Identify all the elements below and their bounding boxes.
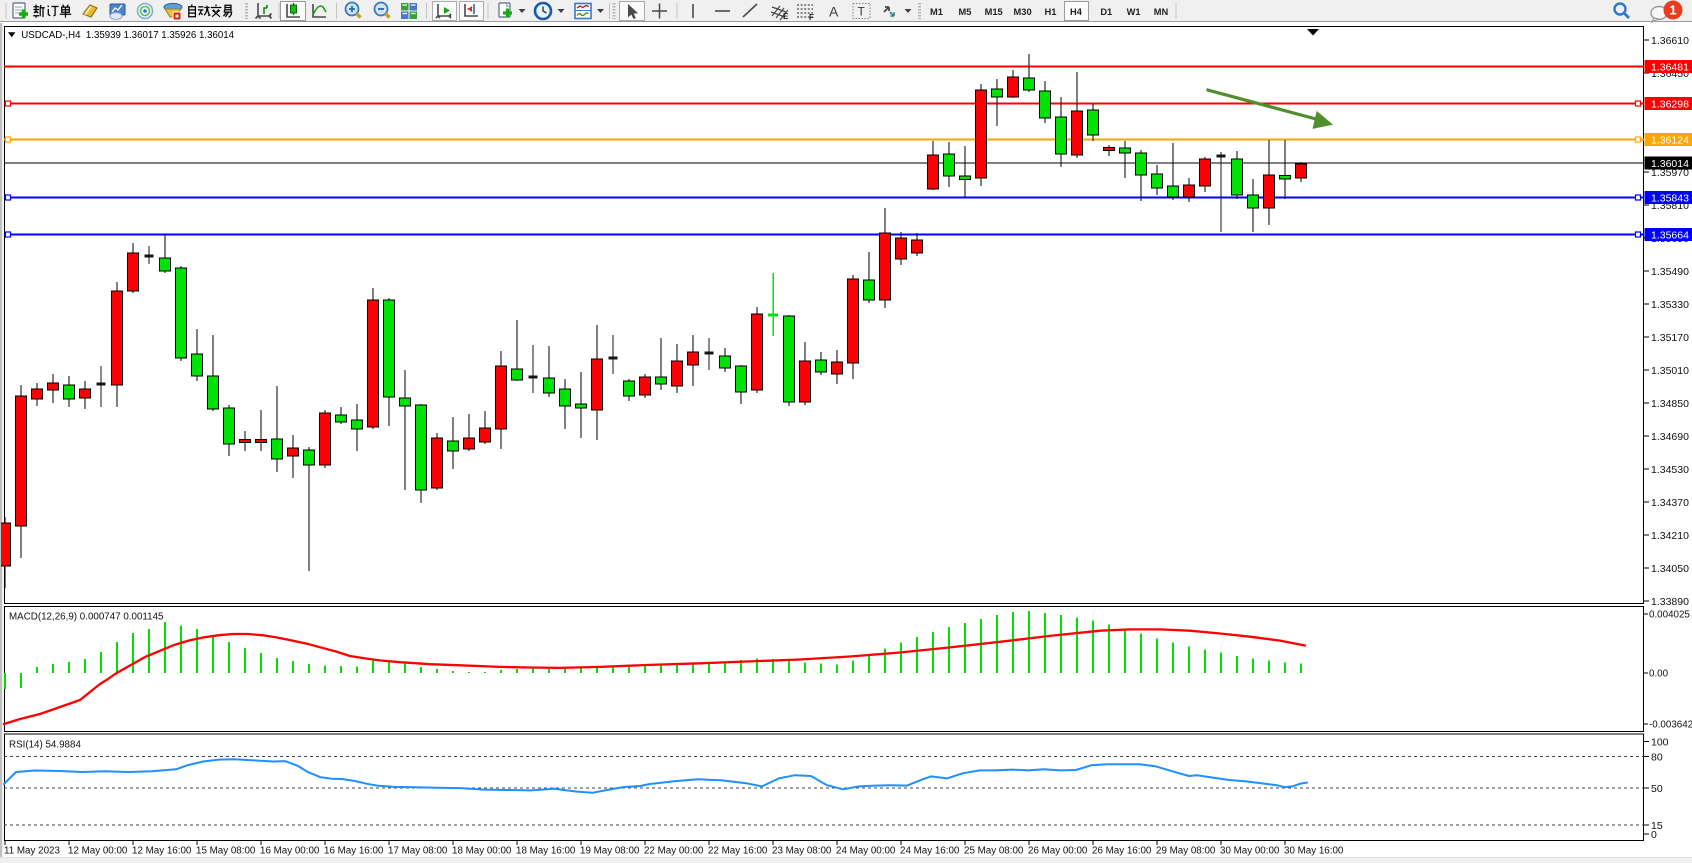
svg-text:1.35170: 1.35170 — [1651, 332, 1689, 344]
svg-text:1.36124: 1.36124 — [1651, 135, 1689, 147]
svg-text:0.00: 0.00 — [1649, 669, 1669, 680]
svg-text:1.35010: 1.35010 — [1651, 365, 1689, 377]
svg-text:1.34370: 1.34370 — [1651, 497, 1689, 509]
svg-text:1.35970: 1.35970 — [1651, 167, 1689, 179]
svg-text:1.34690: 1.34690 — [1651, 431, 1689, 443]
svg-text:1.36481: 1.36481 — [1651, 62, 1689, 74]
svg-text:1.35330: 1.35330 — [1651, 299, 1689, 311]
svg-text:1.34210: 1.34210 — [1651, 530, 1689, 542]
svg-text:12 May 16:00: 12 May 16:00 — [132, 846, 192, 857]
svg-text:1.34050: 1.34050 — [1651, 563, 1689, 575]
svg-text:100: 100 — [1651, 737, 1669, 749]
svg-text:1: 1 — [1669, 3, 1676, 18]
svg-text:RSI(14) 54.9884: RSI(14) 54.9884 — [9, 740, 81, 751]
svg-text:1.34530: 1.34530 — [1651, 464, 1689, 476]
svg-text:16 May 16:00: 16 May 16:00 — [324, 846, 384, 857]
svg-text:17 May 08:00: 17 May 08:00 — [388, 846, 448, 857]
svg-text:25 May 08:00: 25 May 08:00 — [964, 846, 1024, 857]
svg-text:H4: H4 — [1070, 7, 1083, 17]
svg-text:W1: W1 — [1127, 7, 1141, 17]
svg-text:15 May 08:00: 15 May 08:00 — [196, 846, 256, 857]
svg-text:1.33890: 1.33890 — [1651, 596, 1689, 608]
svg-text:16 May 00:00: 16 May 00:00 — [260, 846, 320, 857]
svg-text:MACD(12,26,9) 0.000747 0.00114: MACD(12,26,9) 0.000747 0.001145 — [9, 612, 164, 623]
svg-text:T: T — [858, 5, 866, 19]
svg-text:22 May 00:00: 22 May 00:00 — [644, 846, 704, 857]
svg-text:1.36610: 1.36610 — [1651, 35, 1689, 47]
svg-text:30 May 00:00: 30 May 00:00 — [1220, 846, 1280, 857]
svg-text:18 May 00:00: 18 May 00:00 — [452, 846, 512, 857]
svg-text:15: 15 — [1651, 820, 1663, 832]
svg-text:29 May 08:00: 29 May 08:00 — [1156, 846, 1216, 857]
svg-text:M5: M5 — [959, 7, 972, 17]
svg-text:18 May 16:00: 18 May 16:00 — [516, 846, 576, 857]
svg-text:0.004025: 0.004025 — [1649, 610, 1690, 621]
svg-text:1.35490: 1.35490 — [1651, 266, 1689, 278]
svg-text:22 May 16:00: 22 May 16:00 — [708, 846, 768, 857]
svg-text:80: 80 — [1651, 752, 1663, 764]
svg-text:D1: D1 — [1100, 7, 1112, 17]
svg-text:23 May 08:00: 23 May 08:00 — [772, 846, 832, 857]
svg-text:1.36014: 1.36014 — [1651, 158, 1689, 170]
svg-text:50: 50 — [1651, 783, 1663, 795]
svg-text:12 May 00:00: 12 May 00:00 — [68, 846, 128, 857]
svg-text:M30: M30 — [1014, 7, 1032, 17]
svg-text:26 May 16:00: 26 May 16:00 — [1092, 846, 1152, 857]
svg-text:30 May 16:00: 30 May 16:00 — [1284, 846, 1344, 857]
svg-text:1.35843: 1.35843 — [1651, 193, 1689, 205]
svg-text:19 May 08:00: 19 May 08:00 — [580, 846, 640, 857]
svg-text:26 May 00:00: 26 May 00:00 — [1028, 846, 1088, 857]
svg-text:24 May 00:00: 24 May 00:00 — [836, 846, 896, 857]
svg-text:-0.003642: -0.003642 — [1649, 720, 1692, 731]
svg-text:F: F — [809, 13, 814, 22]
svg-text:24 May 16:00: 24 May 16:00 — [900, 846, 960, 857]
svg-text:11 May 2023: 11 May 2023 — [4, 846, 60, 857]
svg-text:1.36298: 1.36298 — [1651, 99, 1689, 111]
svg-text:A: A — [829, 4, 839, 20]
svg-text:1.34850: 1.34850 — [1651, 398, 1689, 410]
svg-text:M15: M15 — [985, 7, 1003, 17]
svg-text:H1: H1 — [1045, 7, 1057, 17]
svg-text:MN: MN — [1154, 7, 1169, 17]
svg-text:USDCAD-,H4 1.35939 1.36017 1.: USDCAD-,H4 1.35939 1.36017 1.35926 1.360… — [21, 30, 234, 41]
svg-text:E: E — [783, 12, 789, 21]
svg-text:M1: M1 — [930, 7, 943, 17]
svg-text:1.35664: 1.35664 — [1651, 230, 1689, 242]
svg-text:0: 0 — [1651, 829, 1657, 841]
